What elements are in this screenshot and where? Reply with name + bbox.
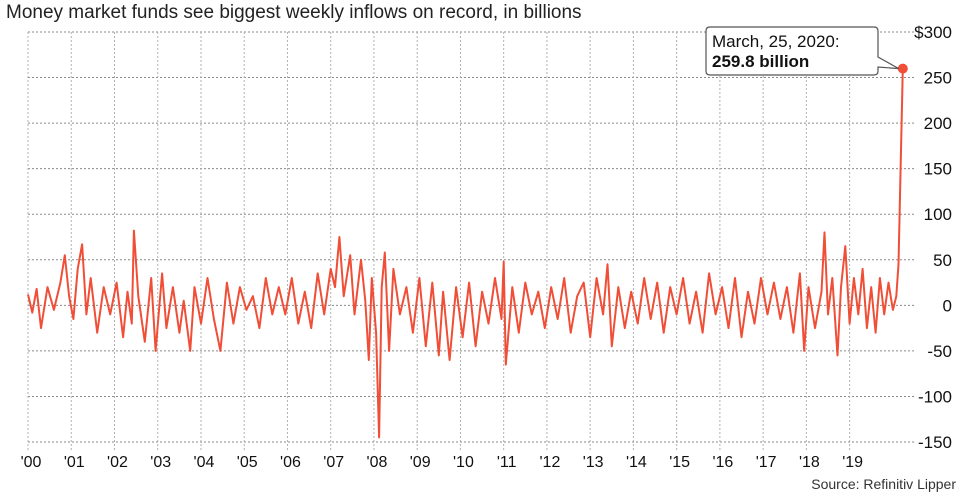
x-tick-label: '05 [237,454,258,471]
x-tick-label: '06 [280,454,301,471]
x-tick-label: '07 [323,454,344,471]
y-tick-label: -150 [918,433,952,452]
y-axis-tick-labels: $300 250 200 150 100 50 0 -50 -100 -150 [914,23,952,452]
x-tick-label: '19 [842,454,863,471]
x-tick-label: '10 [453,454,474,471]
y-tick-label: $300 [914,23,952,42]
record-point [897,63,908,74]
x-tick-label: '18 [799,454,820,471]
x-axis-tick-labels: '00 '01 '02 '03 '04 '05 '06 '07 '08 '09 '10 '11 '12 '… [21,454,864,471]
annotation-callout: March, 25, 2020: 259.8 billion [705,26,900,76]
y-tick-label: 150 [924,160,952,179]
y-tick-label: 100 [924,205,952,224]
x-tick-label: '15 [669,454,690,471]
annotation-value: 259.8 billion [712,52,809,71]
series-line [27,68,904,439]
gridlines [27,31,914,450]
x-tick-label: '01 [64,454,85,471]
x-tick-label: '08 [367,454,388,471]
source-note: Source: Refinitiv Lipper [811,476,956,492]
y-tick-label: 200 [924,114,952,133]
x-tick-label: '00 [21,454,42,471]
x-tick-label: '09 [410,454,431,471]
chart-subtitle: Money market funds see biggest weekly in… [6,2,582,23]
x-tick-label: '11 [497,454,517,471]
x-tick-label: '04 [194,454,215,471]
y-tick-label: 250 [924,69,952,88]
x-tick-label: '14 [626,454,647,471]
annotation-box [705,26,900,76]
annotation-date: March, 25, 2020: [712,32,840,51]
x-tick-label: '03 [150,454,171,471]
x-tick-label: '16 [712,454,733,471]
x-tick-label: '12 [539,454,560,471]
y-tick-label: -50 [927,342,952,361]
x-tick-label: '17 [756,454,777,471]
y-tick-label: 0 [943,296,952,315]
x-tick-label: '13 [583,454,604,471]
y-tick-label: 50 [933,251,952,270]
y-tick-label: -100 [918,387,952,406]
x-tick-label: '02 [107,454,128,471]
